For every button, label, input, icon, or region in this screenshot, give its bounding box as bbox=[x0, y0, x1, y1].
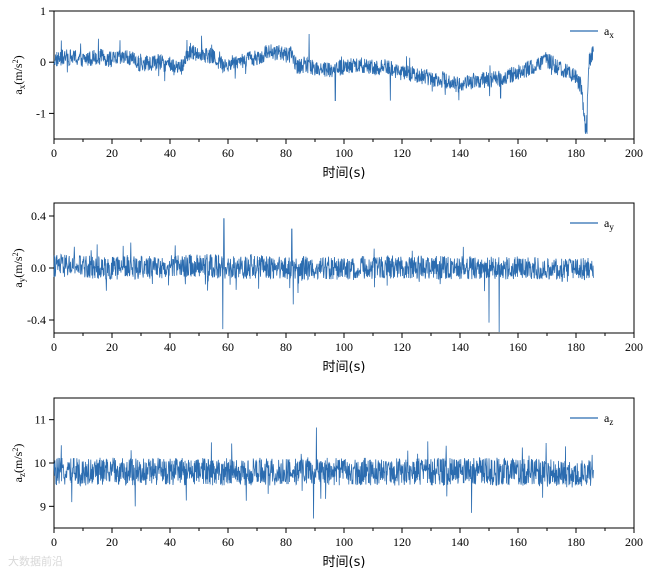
plot-frame bbox=[53, 10, 635, 140]
x-tick-label: 80 bbox=[280, 340, 292, 354]
x-tick-label: 0 bbox=[51, 340, 57, 354]
x-tick-label: 60 bbox=[222, 340, 234, 354]
x-tick-label: 120 bbox=[393, 340, 411, 354]
y-tick-label: 10 bbox=[34, 456, 46, 470]
chart-panel-ax: ax 0 20 40 60 80 100 120 140 160 180 200 1 0 -1 时间(s) ax… bbox=[11, 4, 643, 181]
y-axis-title: az(m/s2) bbox=[11, 444, 27, 483]
chart-panel-ay: ay 0 20 40 60 80 100 120 140 160 180 200 0.4 0.0 -0.4 时… bbox=[11, 202, 643, 375]
x-tick-label: 0 bbox=[51, 146, 57, 160]
y-tick-label: -1 bbox=[36, 106, 46, 120]
series-line-ay bbox=[53, 218, 594, 333]
legend-label: ay bbox=[604, 216, 614, 232]
chart-panel-az: az 0 20 40 60 80 100 120 140 160 180 200 11 10 9 时间(s) a… bbox=[11, 397, 643, 570]
x-tick-label: 180 bbox=[567, 535, 585, 549]
x-tick-label: 120 bbox=[393, 535, 411, 549]
legend-label: az bbox=[604, 411, 613, 427]
x-axis-title: 时间(s) bbox=[323, 360, 366, 375]
y-axis-title: ax(m/s2) bbox=[11, 55, 27, 94]
x-tick-label: 40 bbox=[164, 340, 176, 354]
x-tick-label: 200 bbox=[625, 146, 643, 160]
x-tick-label: 200 bbox=[625, 340, 643, 354]
x-tick-label: 140 bbox=[451, 535, 469, 549]
x-tick-label: 20 bbox=[106, 340, 118, 354]
x-tick-label: 40 bbox=[164, 146, 176, 160]
x-tick-label: 100 bbox=[335, 340, 353, 354]
x-tick-label: 180 bbox=[567, 340, 585, 354]
y-tick-label: 9 bbox=[40, 499, 46, 513]
y-tick-label: 11 bbox=[34, 413, 46, 427]
x-axis-title: 时间(s) bbox=[323, 555, 366, 570]
x-tick-label: 120 bbox=[393, 146, 411, 160]
watermark-text: 大数据前沿 bbox=[8, 555, 63, 568]
x-tick-label: 60 bbox=[222, 535, 234, 549]
x-tick-label: 100 bbox=[335, 146, 353, 160]
y-tick-label: 0.4 bbox=[31, 209, 46, 223]
series-line-az bbox=[53, 427, 594, 519]
x-tick-label: 140 bbox=[451, 146, 469, 160]
legend-label: ax bbox=[604, 24, 614, 40]
y-tick-label: 1 bbox=[40, 4, 46, 18]
y-tick-label: -0.4 bbox=[27, 313, 46, 327]
x-tick-label: 0 bbox=[51, 535, 57, 549]
x-tick-label: 100 bbox=[335, 535, 353, 549]
y-tick-label: 0.0 bbox=[31, 261, 46, 275]
x-tick-label: 180 bbox=[567, 146, 585, 160]
y-axis-title: ay(m/s2) bbox=[11, 248, 27, 287]
y-tick-label: 0 bbox=[40, 55, 46, 69]
x-tick-label: 60 bbox=[222, 146, 234, 160]
x-tick-label: 140 bbox=[451, 340, 469, 354]
x-tick-label: 40 bbox=[164, 535, 176, 549]
x-tick-label: 160 bbox=[509, 535, 527, 549]
x-axis-title: 时间(s) bbox=[323, 166, 366, 181]
x-tick-label: 80 bbox=[280, 146, 292, 160]
x-tick-label: 80 bbox=[280, 535, 292, 549]
x-tick-label: 200 bbox=[625, 535, 643, 549]
x-tick-label: 20 bbox=[106, 146, 118, 160]
x-tick-label: 160 bbox=[509, 340, 527, 354]
x-tick-label: 160 bbox=[509, 146, 527, 160]
series-line-ax bbox=[53, 34, 594, 134]
x-tick-label: 20 bbox=[106, 535, 118, 549]
